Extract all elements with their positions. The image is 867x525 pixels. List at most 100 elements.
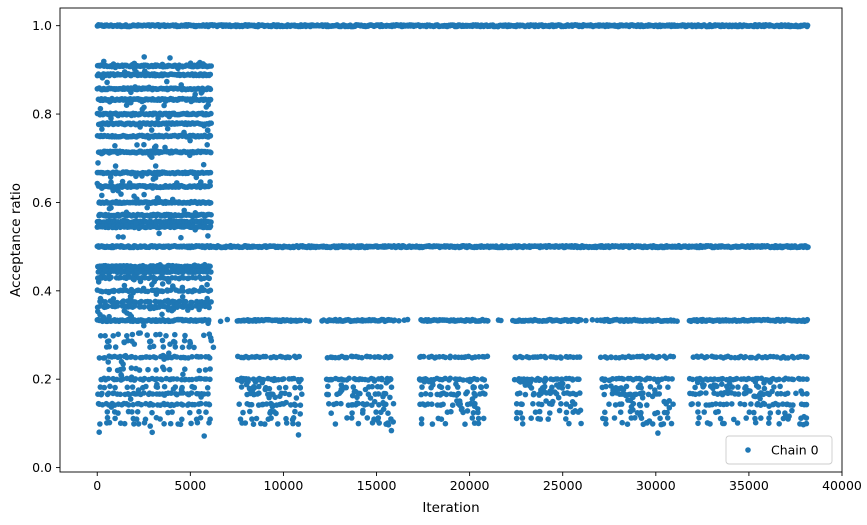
data-point — [179, 402, 186, 408]
data-point — [752, 419, 759, 426]
data-point — [556, 407, 563, 414]
data-point — [141, 54, 147, 60]
data-point — [174, 301, 180, 308]
data-point — [166, 350, 172, 357]
data-point — [191, 94, 198, 101]
data-point — [471, 403, 478, 410]
data-point — [153, 354, 159, 361]
data-point — [296, 378, 302, 385]
data-point — [699, 381, 706, 388]
data-point — [664, 409, 670, 416]
data-point — [123, 102, 130, 108]
data-point — [576, 376, 582, 383]
data-point — [97, 311, 103, 318]
data-point — [612, 385, 619, 391]
data-point — [170, 306, 177, 313]
data-point — [106, 313, 112, 320]
data-point — [674, 318, 680, 325]
data-point — [136, 225, 142, 232]
data-point — [777, 383, 783, 390]
data-point — [124, 333, 130, 339]
data-point — [99, 192, 105, 199]
data-point — [184, 265, 191, 272]
data-point — [602, 409, 608, 416]
data-point — [606, 377, 612, 384]
data-point — [578, 420, 584, 427]
data-point — [295, 421, 302, 427]
x-tick-label: 5000 — [174, 478, 206, 493]
data-point — [689, 401, 695, 407]
data-point — [661, 398, 667, 405]
data-point — [202, 111, 208, 118]
data-point — [98, 150, 105, 157]
data-point — [360, 407, 366, 414]
data-point — [157, 262, 163, 268]
data-point — [567, 403, 574, 410]
y-axis-label: Acceptance ratio — [8, 183, 24, 297]
data-point — [124, 270, 131, 276]
data-point — [369, 420, 376, 426]
data-point — [776, 376, 782, 383]
data-point — [180, 371, 186, 378]
data-point — [357, 390, 363, 397]
data-point — [295, 432, 302, 438]
data-point — [147, 223, 153, 230]
data-point — [469, 396, 476, 402]
data-point — [156, 230, 162, 237]
data-point — [159, 270, 165, 277]
data-point — [110, 296, 117, 302]
data-point — [127, 396, 134, 402]
data-point — [206, 420, 212, 426]
data-point — [152, 62, 159, 68]
data-point — [106, 366, 112, 373]
data-point — [174, 180, 180, 186]
data-point — [108, 115, 114, 122]
data-point — [136, 367, 143, 373]
data-point — [129, 384, 136, 390]
data-point — [804, 354, 810, 361]
data-point — [388, 427, 395, 434]
data-point — [269, 403, 276, 410]
data-point — [803, 401, 810, 408]
data-point — [371, 378, 378, 384]
data-point — [286, 354, 293, 361]
data-point — [121, 274, 127, 281]
data-point — [143, 265, 150, 271]
data-point — [380, 393, 386, 400]
data-point — [248, 401, 255, 408]
data-point — [106, 343, 112, 350]
data-point — [150, 343, 157, 350]
data-point — [789, 407, 795, 414]
data-point — [276, 385, 283, 391]
data-point — [207, 86, 214, 93]
data-point — [724, 401, 730, 408]
data-point — [760, 400, 767, 407]
data-point — [761, 385, 768, 392]
data-point — [178, 386, 185, 393]
data-point — [142, 68, 148, 74]
data-point — [121, 339, 127, 345]
data-point — [161, 383, 168, 390]
data-point — [129, 409, 135, 415]
data-point — [166, 366, 173, 373]
data-point — [207, 376, 213, 383]
data-point — [203, 409, 209, 416]
data-point — [793, 390, 799, 397]
x-tick-label: 15000 — [357, 478, 397, 493]
data-point — [181, 129, 187, 136]
data-point — [129, 331, 136, 338]
data-point — [111, 287, 117, 294]
data-point — [256, 390, 262, 397]
x-axis: 0 5000 10000 15000 20000 25000 30000 35000 40000 — [93, 472, 862, 493]
data-point — [657, 415, 663, 422]
data-point — [289, 416, 296, 423]
data-point — [715, 408, 721, 415]
data-point — [766, 415, 772, 421]
x-axis-label: Iteration — [422, 500, 479, 516]
data-point — [272, 394, 279, 401]
data-point — [266, 385, 273, 392]
data-point — [704, 354, 710, 360]
data-point — [766, 403, 772, 410]
data-point — [141, 86, 147, 92]
data-point — [198, 392, 205, 398]
